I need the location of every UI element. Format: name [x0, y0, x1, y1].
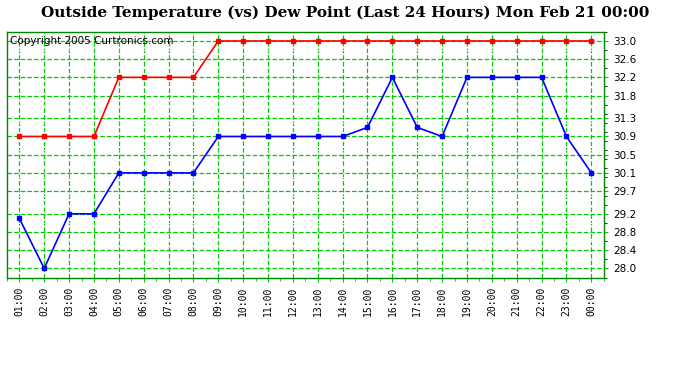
- Text: Copyright 2005 Curtronics.com: Copyright 2005 Curtronics.com: [10, 36, 173, 45]
- Text: Outside Temperature (vs) Dew Point (Last 24 Hours) Mon Feb 21 00:00: Outside Temperature (vs) Dew Point (Last…: [41, 6, 649, 20]
